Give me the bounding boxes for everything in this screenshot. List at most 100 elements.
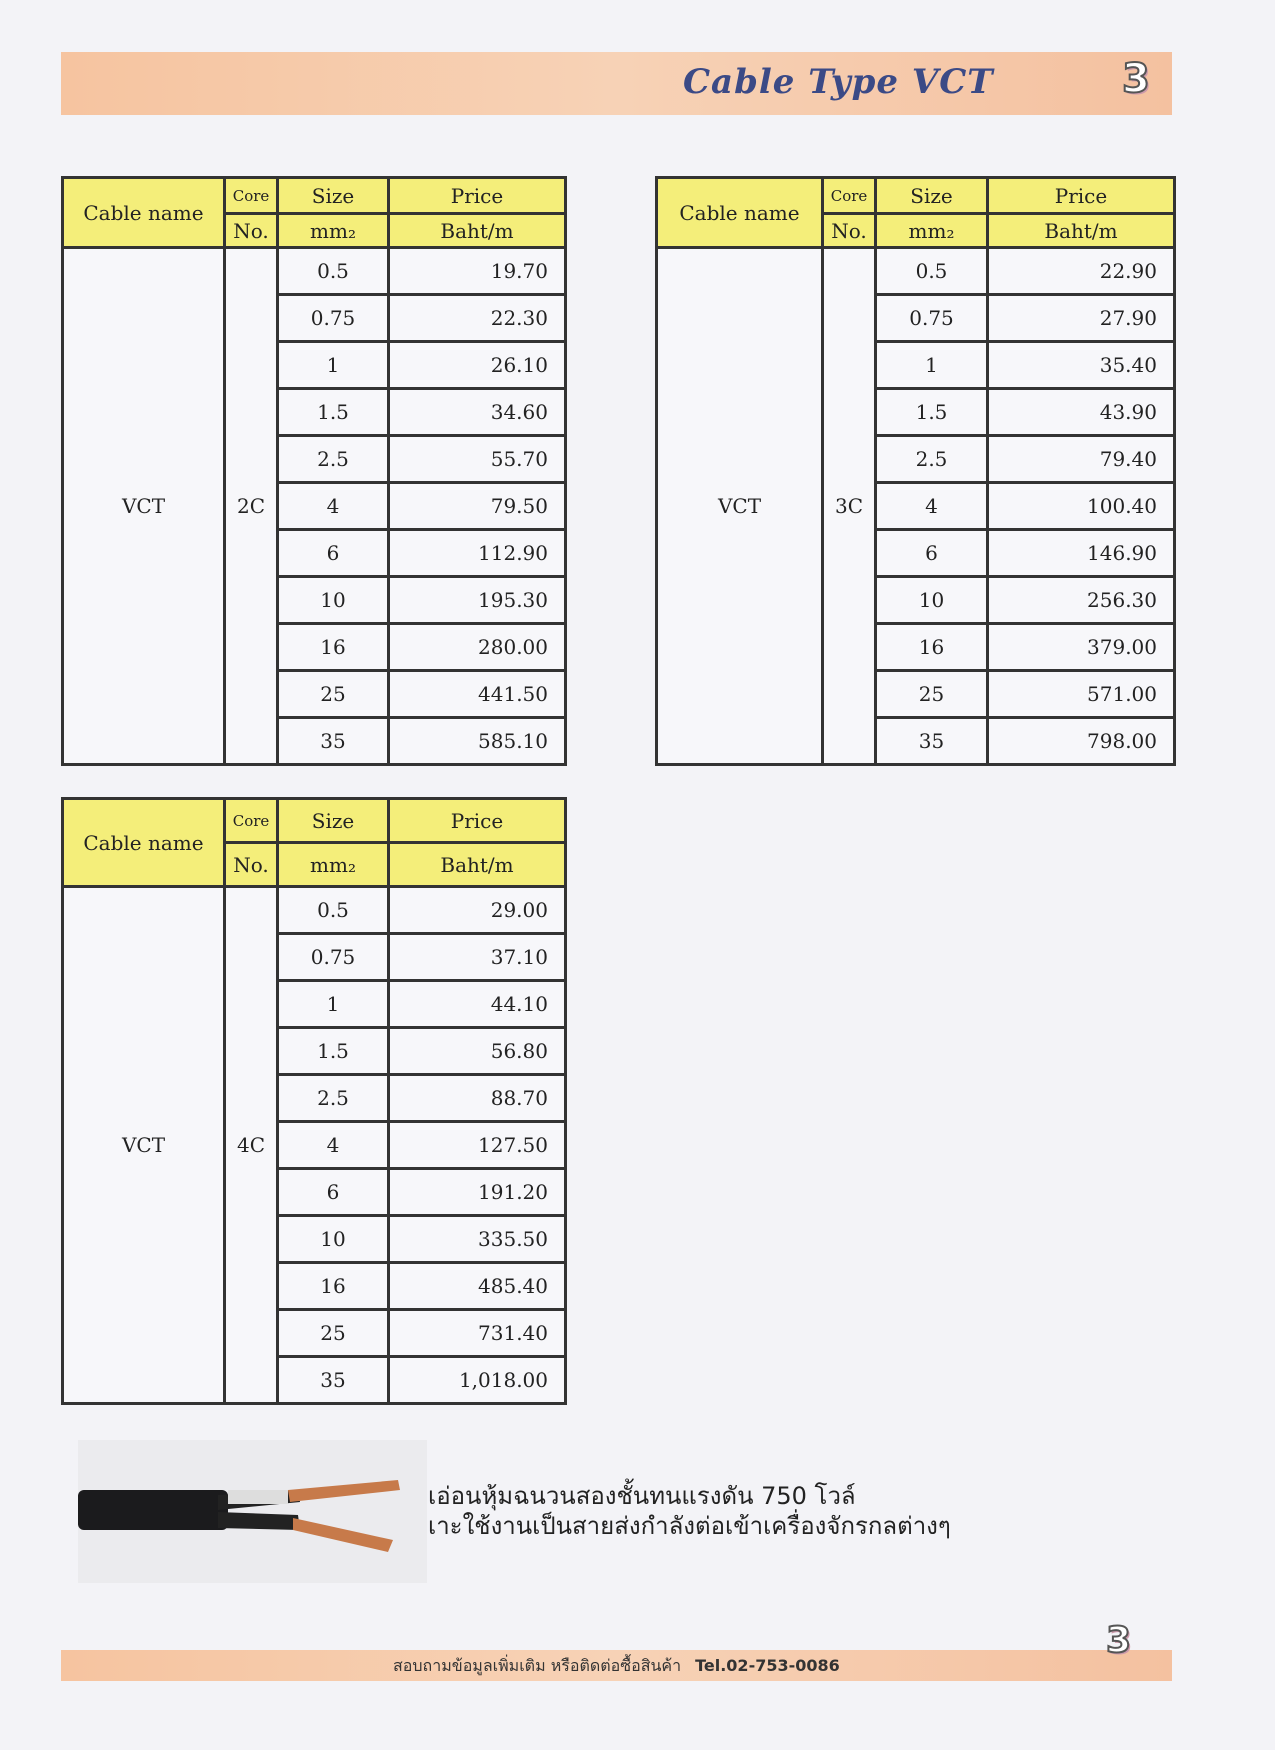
core-cell: 2C — [223, 246, 279, 766]
price-cell: 22.30 — [387, 293, 567, 343]
table-row: 4 79.50 — [63, 481, 567, 531]
size-cell: 1.5 — [276, 1026, 390, 1076]
size-cell: 2.5 — [276, 434, 390, 484]
table-row: VCT 2C 0.5 19.70 — [61, 246, 567, 766]
price-cell: 379.00 — [986, 622, 1176, 672]
size-cell: 1.5 — [276, 387, 390, 437]
price-table-3c: Cable name Core Size Price No. mm₂ Baht/m VCT 3C… — [655, 176, 1176, 766]
header-no: No. — [223, 212, 279, 249]
cable-name-cell: VCT — [655, 246, 824, 766]
price-cell: 280.00 — [387, 622, 567, 672]
header-no: No. — [223, 841, 279, 888]
header-price-unit: Baht/m — [387, 212, 567, 249]
footer-band — [61, 1650, 1172, 1681]
price-cell: 191.20 — [387, 1167, 567, 1217]
size-cell: 6 — [874, 528, 989, 578]
header-core: Core — [223, 797, 279, 844]
header-size: Size — [276, 797, 390, 844]
header-size-unit: mm₂ — [276, 841, 390, 888]
price-cell: 26.10 — [387, 340, 567, 390]
table-row: VCT 4C 0.5 29.00 — [61, 885, 567, 1405]
size-cell: 1 — [276, 979, 390, 1029]
price-cell: 585.10 — [387, 716, 567, 766]
table-row: 10 335.50 — [63, 1214, 567, 1264]
price-table-2c: Cable name Core Size Price No. mm₂ Baht/m VCT 2C… — [61, 176, 567, 766]
size-cell: 25 — [276, 669, 390, 719]
price-cell: 29.00 — [387, 885, 567, 935]
price-cell: 35.40 — [986, 340, 1176, 390]
table-row: 1 44.10 — [63, 979, 567, 1029]
price-cell: 112.90 — [387, 528, 567, 578]
table-row: VCT 3C 0.5 22.90 — [655, 246, 1176, 766]
price-cell: 79.40 — [986, 434, 1176, 484]
price-cell: 44.10 — [387, 979, 567, 1029]
size-cell: 0.75 — [276, 293, 390, 343]
price-cell: 195.30 — [387, 575, 567, 625]
size-cell: 16 — [276, 1261, 390, 1311]
header-row: Cable name Core Size Price — [61, 176, 567, 249]
header-size-unit: mm₂ — [276, 212, 390, 249]
price-cell: 571.00 — [986, 669, 1176, 719]
size-cell: 1 — [276, 340, 390, 390]
size-cell: 10 — [276, 575, 390, 625]
footer-text: สอบถามข้อมูลเพิ่มเติม หรือติดต่อซื้อสินค… — [393, 1656, 682, 1675]
header-price: Price — [387, 176, 567, 215]
size-cell: 4 — [276, 1120, 390, 1170]
size-cell: 6 — [276, 1167, 390, 1217]
header-band — [61, 52, 1172, 115]
price-cell: 485.40 — [387, 1261, 567, 1311]
table-row: 6 112.90 — [63, 528, 567, 578]
price-cell: 27.90 — [986, 293, 1176, 343]
size-cell: 1 — [874, 340, 989, 390]
table-row: 25 571.00 — [657, 669, 1176, 719]
table-row: 6 191.20 — [63, 1167, 567, 1217]
price-cell: 34.60 — [387, 387, 567, 437]
cable-photo — [78, 1440, 427, 1583]
size-cell: 35 — [276, 716, 390, 766]
size-cell: 1.5 — [874, 387, 989, 437]
price-cell: 1,018.00 — [387, 1355, 567, 1405]
price-table-4c: Cable name Core Size Price No. mm₂ Baht/m VCT 4C… — [61, 797, 567, 1405]
price-cell: 22.90 — [986, 246, 1176, 296]
size-cell: 10 — [874, 575, 989, 625]
table-row: 1 35.40 — [657, 340, 1176, 390]
table-row: 0.75 27.90 — [657, 293, 1176, 343]
header-price: Price — [986, 176, 1176, 215]
header-core: Core — [821, 176, 877, 215]
price-cell: 335.50 — [387, 1214, 567, 1264]
header-cable-name: Cable name — [61, 176, 226, 249]
size-cell: 2.5 — [276, 1073, 390, 1123]
table-row: 35 798.00 — [657, 716, 1176, 766]
size-cell: 0.75 — [874, 293, 989, 343]
size-cell: 0.5 — [276, 246, 390, 296]
size-cell: 25 — [276, 1308, 390, 1358]
size-cell: 4 — [276, 481, 390, 531]
price-cell: 100.40 — [986, 481, 1176, 531]
header-row: No. mm₂ Baht/m — [657, 212, 1176, 249]
size-cell: 16 — [276, 622, 390, 672]
header-core: Core — [223, 176, 279, 215]
table-row: 6 146.90 — [657, 528, 1176, 578]
table-row: 1.5 34.60 — [63, 387, 567, 437]
header-price-unit: Baht/m — [986, 212, 1176, 249]
table-row: 2.5 55.70 — [63, 434, 567, 484]
description-line-1: เอ่อนหุ้มฉนวนสองชั้นทนแรงดัน 750 โวล์ — [428, 1482, 856, 1510]
table-row: 1.5 43.90 — [657, 387, 1176, 437]
table-row: 25 731.40 — [63, 1308, 567, 1358]
footer-phone: Tel.02-753-0086 — [695, 1656, 840, 1675]
size-cell: 6 — [276, 528, 390, 578]
table-row: 16 280.00 — [63, 622, 567, 672]
table-row: 0.75 22.30 — [63, 293, 567, 343]
price-cell: 146.90 — [986, 528, 1176, 578]
size-cell: 0.75 — [276, 932, 390, 982]
size-cell: 16 — [874, 622, 989, 672]
cable-name-cell: VCT — [61, 885, 226, 1405]
cable-name-cell: VCT — [61, 246, 226, 766]
table-row: 35 585.10 — [63, 716, 567, 766]
table-row: 25 441.50 — [63, 669, 567, 719]
table-row: 16 485.40 — [63, 1261, 567, 1311]
footer-page-number: 3 — [1105, 1619, 1132, 1662]
header-price-unit: Baht/m — [387, 841, 567, 888]
core-cell: 4C — [223, 885, 279, 1405]
